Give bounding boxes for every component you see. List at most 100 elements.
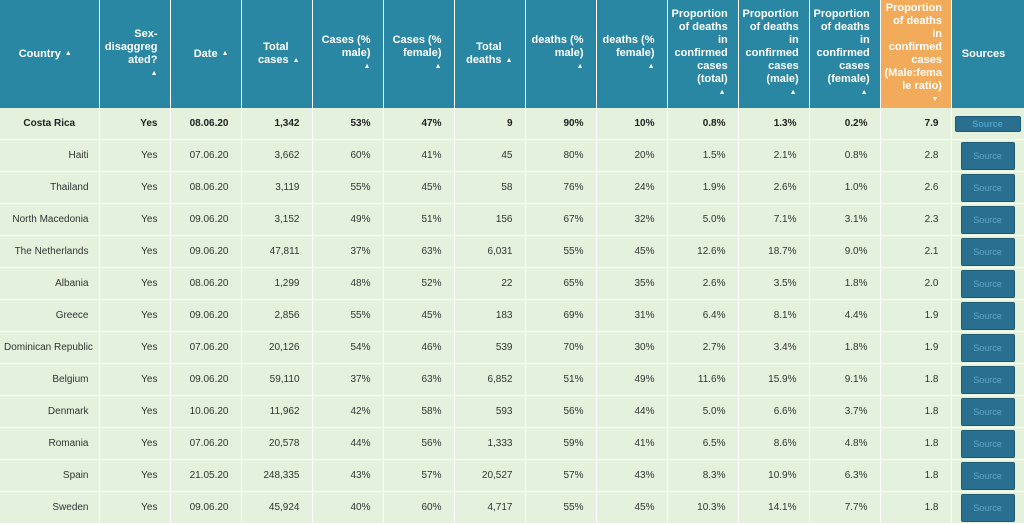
header-deaths-female[interactable]: deaths (% female) ▲ bbox=[596, 0, 668, 108]
sort-asc-icon: ▲ bbox=[505, 56, 513, 64]
table-row: North Macedonia Yes 09.06.20 3,152 49% 51% 156… bbox=[0, 203, 1024, 236]
header-sources[interactable]: Sources bbox=[951, 0, 1024, 108]
cell-prop-deaths-male: 15.9% bbox=[738, 363, 810, 396]
table-row: Dominican Republic Yes 07.06.20 20,126 54% 46… bbox=[0, 331, 1024, 364]
cell-cases-female: 63% bbox=[383, 235, 455, 268]
sort-asc-icon: ▲ bbox=[434, 63, 442, 71]
cell-deaths-female: 24% bbox=[596, 171, 668, 204]
cell-prop-deaths-male: 3.4% bbox=[738, 331, 810, 364]
cell-prop-deaths-female: 6.3% bbox=[809, 459, 881, 492]
cell-prop-deaths-total: 8.3% bbox=[667, 459, 739, 492]
cell-male-female-ratio: 2.6 bbox=[880, 171, 952, 204]
cell-prop-deaths-total: 5.0% bbox=[667, 203, 739, 236]
header-sex-disaggregated[interactable]: Sex- disaggreg ated? ▲ bbox=[99, 0, 171, 108]
cell-deaths-male: 59% bbox=[525, 427, 597, 460]
header-deaths-male[interactable]: deaths (% male) ▲ bbox=[525, 0, 597, 108]
cell-cases-female: 52% bbox=[383, 267, 455, 300]
table-row: Spain Yes 21.05.20 248,335 43% 57% 20,527 57% 43… bbox=[0, 459, 1024, 492]
sort-asc-icon: ▲ bbox=[64, 50, 72, 58]
header-label: Country bbox=[18, 47, 61, 60]
header-cases-male[interactable]: Cases (% male) ▲ bbox=[312, 0, 384, 108]
source-button[interactable]: Source bbox=[960, 141, 1015, 170]
source-button[interactable]: Source bbox=[960, 365, 1015, 394]
cell-deaths-female: 10% bbox=[596, 108, 668, 140]
cell-cases-male: 60% bbox=[312, 139, 384, 172]
cell-male-female-ratio: 1.9 bbox=[880, 331, 952, 364]
cell-date: 09.06.20 bbox=[170, 299, 242, 332]
cell-date: 09.06.20 bbox=[170, 363, 242, 396]
cell-prop-deaths-male: 10.9% bbox=[738, 459, 810, 492]
source-button[interactable]: Source bbox=[960, 333, 1015, 362]
cell-country: Costa Rica bbox=[0, 108, 100, 140]
header-male-female-ratio[interactable]: Proportion of deaths in confirmed cases … bbox=[880, 0, 952, 108]
cell-cases-male: 55% bbox=[312, 171, 384, 204]
source-button[interactable]: Source bbox=[960, 205, 1015, 234]
cell-date: 07.06.20 bbox=[170, 139, 242, 172]
cell-prop-deaths-male: 7.1% bbox=[738, 203, 810, 236]
source-button[interactable]: Source bbox=[960, 429, 1015, 458]
cell-male-female-ratio: 1.9 bbox=[880, 299, 952, 332]
cell-deaths-female: 49% bbox=[596, 363, 668, 396]
source-button[interactable]: Source bbox=[960, 493, 1015, 522]
table-row: Belgium Yes 09.06.20 59,110 37% 63% 6,852 51% 49… bbox=[0, 363, 1024, 396]
cell-country: Dominican Republic bbox=[0, 331, 100, 364]
header-prop-deaths-female[interactable]: Proportion of deaths in confirmed cases … bbox=[809, 0, 881, 108]
cell-sources: Source bbox=[951, 171, 1024, 204]
cell-cases-female: 57% bbox=[383, 459, 455, 492]
cell-cases-male: 54% bbox=[312, 331, 384, 364]
cell-sex-disaggregated: Yes bbox=[99, 299, 171, 332]
header-prop-deaths-total[interactable]: Proportion of deaths in confirmed cases … bbox=[667, 0, 739, 108]
table-row: The Netherlands Yes 09.06.20 47,811 37% 63% 6,… bbox=[0, 235, 1024, 268]
source-button[interactable]: Source bbox=[954, 115, 1021, 132]
header-label: Sources bbox=[961, 47, 1006, 60]
sort-asc-icon: ▲ bbox=[363, 63, 371, 71]
source-button[interactable]: Source bbox=[960, 397, 1015, 426]
cell-sources: Source bbox=[951, 299, 1024, 332]
cell-cases-male: 37% bbox=[312, 363, 384, 396]
source-button[interactable]: Source bbox=[960, 301, 1015, 330]
cell-sources: Source bbox=[951, 203, 1024, 236]
cell-deaths-male: 55% bbox=[525, 235, 597, 268]
cell-date: 08.06.20 bbox=[170, 171, 242, 204]
cell-male-female-ratio: 2.0 bbox=[880, 267, 952, 300]
cell-sources: Source bbox=[951, 427, 1024, 460]
header-label: Cases (% male) bbox=[321, 34, 371, 60]
header-prop-deaths-male[interactable]: Proportion of deaths in confirmed cases … bbox=[738, 0, 810, 108]
cell-total-deaths: 6,031 bbox=[454, 235, 526, 268]
source-button[interactable]: Source bbox=[960, 461, 1015, 490]
source-button[interactable]: Source bbox=[960, 269, 1015, 298]
header-label: Proportion of deaths in confirmed cases … bbox=[671, 8, 728, 86]
cell-prop-deaths-male: 18.7% bbox=[738, 235, 810, 268]
header-total-cases[interactable]: Total cases ▲ bbox=[241, 0, 313, 108]
sort-asc-icon: ▲ bbox=[576, 63, 584, 71]
table-body: Costa Rica Yes 08.06.20 1,342 53% 47% 9 90% 10% 0… bbox=[0, 108, 1024, 524]
cell-deaths-female: 20% bbox=[596, 139, 668, 172]
source-button[interactable]: Source bbox=[960, 237, 1015, 266]
cell-deaths-male: 80% bbox=[525, 139, 597, 172]
cell-deaths-male: 76% bbox=[525, 171, 597, 204]
cell-deaths-male: 69% bbox=[525, 299, 597, 332]
cell-total-cases: 248,335 bbox=[241, 459, 313, 492]
header-cases-female[interactable]: Cases (% female) ▲ bbox=[383, 0, 455, 108]
header-country[interactable]: Country ▲ bbox=[0, 0, 100, 108]
table-row: Greece Yes 09.06.20 2,856 55% 45% 183 69% 31% 6.4… bbox=[0, 299, 1024, 332]
cell-total-cases: 20,578 bbox=[241, 427, 313, 460]
cell-deaths-female: 32% bbox=[596, 203, 668, 236]
cell-country: Albania bbox=[0, 267, 100, 300]
cell-total-deaths: 1,333 bbox=[454, 427, 526, 460]
cell-sources: Source bbox=[951, 459, 1024, 492]
header-total-deaths[interactable]: Total deaths ▲ bbox=[454, 0, 526, 108]
cell-total-cases: 1,299 bbox=[241, 267, 313, 300]
cell-sex-disaggregated: Yes bbox=[99, 395, 171, 428]
source-button[interactable]: Source bbox=[960, 173, 1015, 202]
cell-male-female-ratio: 1.8 bbox=[880, 363, 952, 396]
cell-deaths-male: 51% bbox=[525, 363, 597, 396]
cell-prop-deaths-total: 6.5% bbox=[667, 427, 739, 460]
header-date[interactable]: Date ▲ bbox=[170, 0, 242, 108]
header-label: deaths (% female) bbox=[602, 34, 655, 60]
cell-sources: Source bbox=[951, 235, 1024, 268]
cell-prop-deaths-total: 2.6% bbox=[667, 267, 739, 300]
cell-sources: Source bbox=[951, 267, 1024, 300]
cell-cases-male: 43% bbox=[312, 459, 384, 492]
cell-male-female-ratio: 2.3 bbox=[880, 203, 952, 236]
